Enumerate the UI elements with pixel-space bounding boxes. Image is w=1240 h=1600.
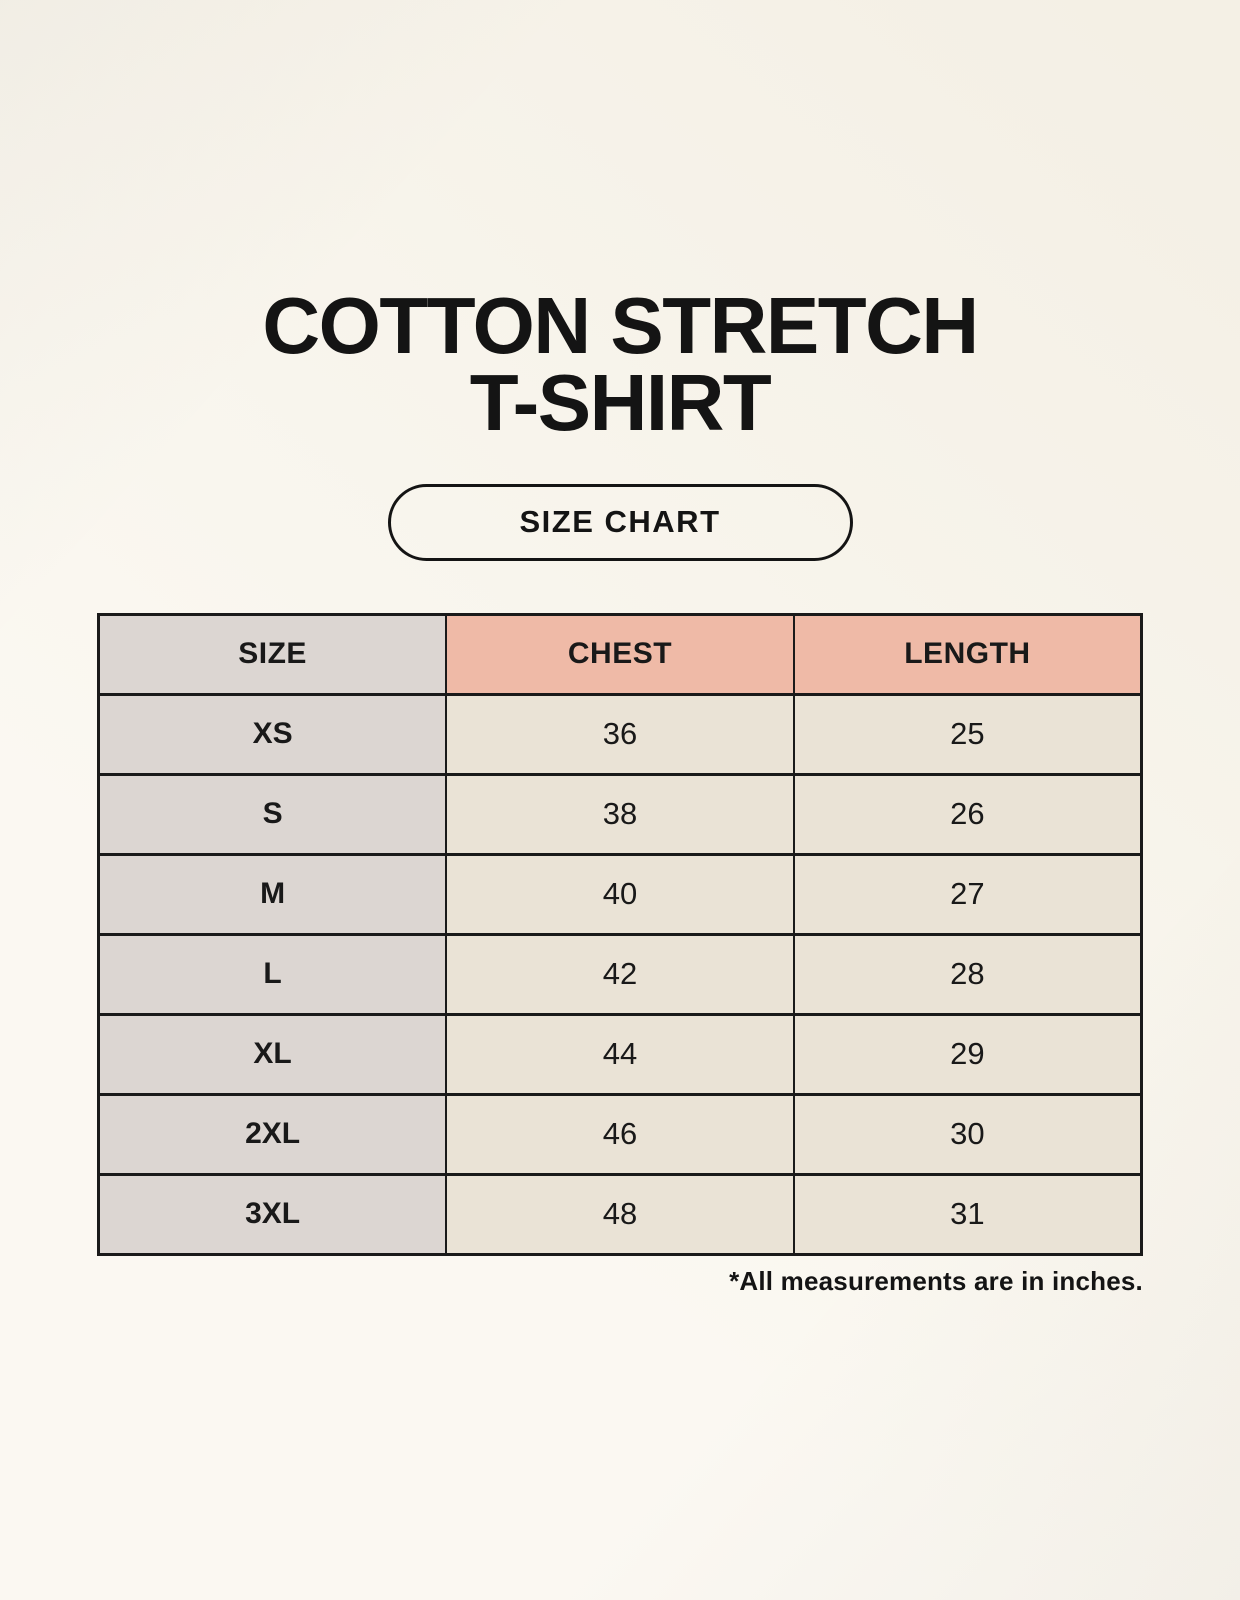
column-header-chest: CHEST (445, 612, 795, 696)
size-table-body: XS 36 25 S 38 26 M 40 27 L 42 28 (97, 692, 1143, 1256)
length-cell: 31 (792, 1172, 1143, 1256)
size-table: SIZE CHEST LENGTH XS 36 25 S 38 26 M (97, 612, 1143, 1256)
chest-cell: 44 (445, 1012, 795, 1096)
header-row: SIZE CHEST LENGTH (97, 612, 1143, 696)
measurements-footnote: *All measurements are in inches. (729, 1265, 1143, 1296)
table-row: M 40 27 (97, 852, 1143, 936)
size-cell: 3XL (97, 1172, 448, 1256)
size-cell: M (97, 852, 448, 936)
size-cell: XL (97, 1012, 448, 1096)
chest-cell: 40 (445, 852, 795, 936)
length-cell: 29 (792, 1012, 1143, 1096)
chest-cell: 48 (445, 1172, 795, 1256)
length-cell: 26 (792, 772, 1143, 856)
length-cell: 27 (792, 852, 1143, 936)
size-table-header: SIZE CHEST LENGTH (97, 612, 1143, 696)
chest-cell: 36 (445, 692, 795, 776)
table-row: S 38 26 (97, 772, 1143, 856)
size-table-container: SIZE CHEST LENGTH XS 36 25 S 38 26 M (97, 612, 1143, 1297)
page-title: COTTON STRETCH T-SHIRT (0, 0, 1240, 447)
table-row: 2XL 46 30 (97, 1092, 1143, 1176)
page-title-line-1: COTTON STRETCH (262, 281, 979, 370)
table-row: XL 44 29 (97, 1012, 1143, 1096)
size-chart-badge: SIZE CHART (387, 483, 853, 561)
column-header-length: LENGTH (792, 612, 1143, 696)
column-header-size: SIZE (97, 612, 448, 696)
page-title-line-2: T-SHIRT (469, 357, 772, 447)
size-cell: L (97, 932, 448, 1016)
chest-cell: 38 (445, 772, 795, 856)
length-cell: 25 (792, 692, 1143, 776)
table-row: 3XL 48 31 (97, 1172, 1143, 1256)
size-cell: 2XL (97, 1092, 448, 1176)
chest-cell: 42 (445, 932, 795, 1016)
size-cell: XS (97, 692, 448, 776)
size-cell: S (97, 772, 448, 856)
table-row: XS 36 25 (97, 692, 1143, 776)
length-cell: 28 (792, 932, 1143, 1016)
length-cell: 30 (792, 1092, 1143, 1176)
size-chart-badge-label: SIZE CHART (519, 504, 721, 540)
chest-cell: 46 (445, 1092, 795, 1176)
table-row: L 42 28 (97, 932, 1143, 1016)
